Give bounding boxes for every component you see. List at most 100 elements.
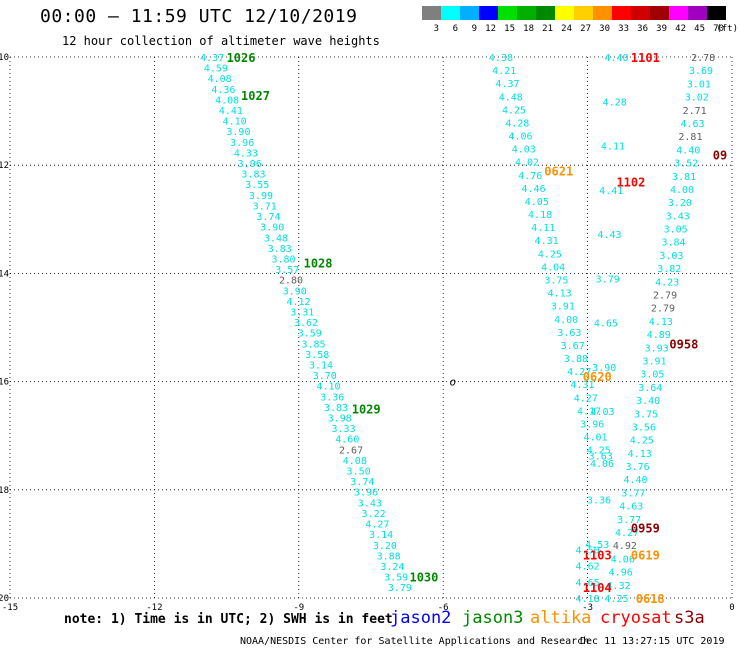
legend-swatch-label: 3 — [434, 24, 439, 34]
wave-height-value: 3.50 — [347, 467, 371, 478]
wave-height-value: 4.13 — [548, 289, 572, 300]
wave-height-value: 3.22 — [362, 509, 386, 520]
satellite-legend-cryosat: cryosat — [600, 608, 672, 628]
wave-height-value: 2.79 — [651, 304, 675, 315]
wave-height-value: 4.18 — [528, 210, 552, 221]
wave-height-value: 4.28 — [603, 97, 627, 108]
y-tick-label: -14 — [0, 269, 9, 279]
wave-height-value: 3.98 — [328, 414, 352, 425]
wave-height-value: 4.50 — [576, 545, 600, 556]
wave-height-value: 2.67 — [339, 445, 363, 456]
legend-swatch-label: 21 — [542, 24, 553, 34]
wave-height-value: 3.33 — [332, 424, 356, 435]
wave-height-value: 4.12 — [286, 297, 310, 308]
wave-height-value: 4.40 — [604, 53, 628, 64]
wave-height-value: 4.41 — [599, 186, 623, 197]
wave-height-value: 4.10 — [316, 382, 340, 393]
wave-height-value: 3.77 — [621, 488, 645, 499]
wave-height-value: 4.27 — [567, 367, 591, 378]
footer-note: note: 1) Time is in UTC; 2) SWH is in fe… — [64, 612, 393, 627]
wave-height-value: 4.08 — [208, 74, 232, 85]
legend-swatch-label: 9 — [472, 24, 477, 34]
wave-height-value: 4.60 — [335, 435, 359, 446]
wave-height-value: 4.46 — [522, 184, 546, 195]
legend-swatch-label: 27 — [580, 24, 591, 34]
wave-height-value: 3.74 — [350, 477, 374, 488]
wave-height-value: 2.78 — [691, 53, 715, 64]
legend-swatch — [631, 6, 650, 20]
wave-height-value: 3.31 — [290, 307, 314, 318]
wave-height-value: 4.27 — [574, 393, 598, 404]
chart-title: 00:00 – 11:59 UTC 12/10/2019 — [40, 6, 358, 27]
wave-height-value: 3.96 — [580, 419, 604, 430]
wave-height-value: 3.96 — [230, 138, 254, 149]
wave-height-value: 2.71 — [683, 106, 707, 117]
wave-height-value: 4.25 — [604, 594, 628, 605]
wave-height-value: 4.63 — [681, 119, 705, 130]
pass-time-label: 1102 — [616, 175, 645, 189]
wave-height-value: 3.90 — [592, 363, 616, 374]
wave-height-value: 2.80 — [279, 276, 303, 287]
wave-height-value: 3.62 — [294, 318, 318, 329]
pass-time-label: 1029 — [352, 403, 381, 417]
wave-height-value: 3.63 — [589, 451, 613, 462]
y-tick-label: -18 — [0, 486, 9, 496]
x-tick-label: 0 — [729, 603, 734, 613]
y-tick-label: -12 — [0, 161, 9, 171]
wave-height-value: 3.43 — [358, 498, 382, 509]
legend-swatch-label: 45 — [694, 24, 705, 34]
wave-height-value: 4.18 — [576, 594, 600, 605]
wave-height-value: 4.38 — [489, 53, 513, 64]
pass-time-label: 1026 — [227, 51, 256, 65]
y-tick-label: -16 — [0, 378, 9, 388]
wave-height-value: 3.52 — [674, 159, 698, 170]
wave-height-value: 4.11 — [601, 142, 625, 153]
pass-time-label: 1101 — [631, 51, 660, 65]
wave-height-value: 3.63 — [557, 328, 581, 339]
wave-height-value: 3.83 — [241, 170, 265, 181]
pass-time-label: 1104 — [583, 581, 612, 595]
wave-height-value: 4.06 — [508, 132, 532, 143]
wave-height-value: 3.79 — [596, 274, 620, 285]
wave-height-value: 4.21 — [492, 66, 516, 77]
pass-time-label: 0620 — [583, 370, 612, 384]
legend-swatch — [574, 6, 593, 20]
wave-height-value: 3.14 — [369, 530, 393, 541]
wave-height-value: 3.81 — [672, 172, 696, 183]
wave-height-value: 4.06 — [611, 554, 635, 565]
wave-height-value: 4.62 — [576, 562, 600, 573]
wave-height-value: 3.90 — [260, 223, 284, 234]
pass-time-label: 1103 — [583, 549, 612, 563]
wave-height-value: 4.05 — [525, 197, 549, 208]
wave-height-value: 3.88 — [377, 551, 401, 562]
wave-height-value: 4.65 — [594, 319, 618, 330]
pass-time-label: 0958 — [669, 338, 698, 352]
wave-height-value: 4.33 — [234, 148, 258, 159]
wave-height-value: 3.36 — [320, 392, 344, 403]
x-tick-label: -9 — [293, 603, 304, 613]
wave-height-value: 3.96 — [238, 159, 262, 170]
wave-height-value: 4.36 — [211, 85, 235, 96]
wave-height-value: 3.71 — [253, 201, 277, 212]
annotation-mark: o — [450, 376, 457, 389]
wave-height-value: 3.80 — [271, 254, 295, 265]
pass-time-label: 09 — [713, 148, 727, 162]
wave-height-value: 4.06 — [590, 459, 614, 470]
wave-height-value: 3.83 — [324, 403, 348, 414]
wave-height-value: 3.69 — [689, 66, 713, 77]
legend-swatch — [707, 6, 726, 20]
legend-swatch — [498, 6, 517, 20]
wave-height-value: 4.31 — [570, 380, 594, 391]
wave-height-value: 3.91 — [551, 302, 575, 313]
legend-swatch — [460, 6, 479, 20]
wave-height-value: 3.56 — [632, 422, 656, 433]
satellite-legend-s3a: s3a — [674, 608, 705, 628]
wave-height-value: 4.43 — [597, 230, 621, 241]
wave-height-value: 3.75 — [634, 409, 658, 420]
wave-height-value: 3.40 — [636, 396, 660, 407]
legend-swatch-label: 30 — [599, 24, 610, 34]
wave-height-value: 2.79 — [653, 291, 677, 302]
wave-height-value: 3.43 — [666, 211, 690, 222]
x-tick-label: -12 — [146, 603, 162, 613]
pass-time-label: 1028 — [304, 257, 333, 271]
